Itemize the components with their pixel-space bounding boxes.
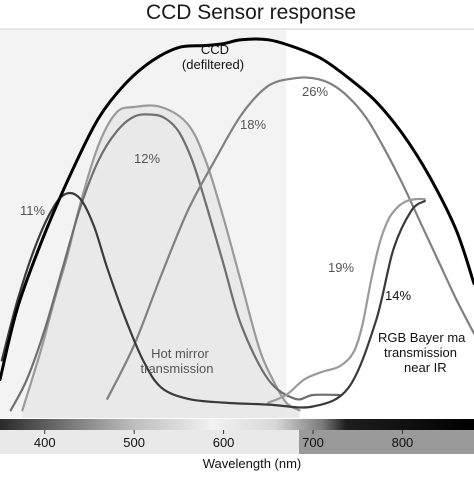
blue-percent-label: 11% (20, 203, 45, 218)
green-percent-label: 12% (134, 151, 160, 166)
bayer-annotation-line1: RGB Bayer ma (378, 330, 466, 345)
bayer-percent-label: 14% (385, 288, 411, 303)
series-line-hotmirror (21, 104, 301, 412)
series-line-green (9, 113, 341, 412)
series-line-ccd (0, 37, 474, 382)
hot-mirror-fill (22, 105, 300, 418)
x-tick-label-700: 700 (302, 435, 324, 450)
x-axis-label: Wavelength (nm) (203, 456, 302, 471)
red-percent-label: 26% (302, 84, 328, 99)
series-layer (0, 37, 474, 412)
x-tick-label-800: 800 (392, 435, 414, 450)
hot-mirror-annotation-line2: transmission (141, 361, 214, 376)
hot-mirror-percent-label: 18% (240, 117, 266, 132)
ccd-annotation-line1: CCD (201, 42, 229, 57)
x-ticks: 400 500 600 700 800 (34, 430, 413, 450)
series-line-nir (267, 197, 426, 404)
x-tick-label-600: 600 (213, 435, 235, 450)
x-tick-label-500: 500 (123, 435, 145, 450)
spectrum-bar (0, 419, 474, 430)
hot-mirror-annotation-line1: Hot mirror (151, 346, 209, 361)
series-line-blue (0, 191, 426, 409)
ccd-annotation-line2: (defiltered) (182, 57, 244, 72)
nir-percent-label: 19% (328, 260, 354, 275)
bayer-annotation-line3: near IR (404, 360, 447, 375)
x-tick-label-400: 400 (34, 435, 56, 450)
chart-title: CCD Sensor response (146, 1, 356, 24)
series-line-red (106, 76, 474, 400)
bayer-annotation-line2: transmission (384, 345, 457, 360)
x-axis-band-dark (299, 430, 474, 454)
